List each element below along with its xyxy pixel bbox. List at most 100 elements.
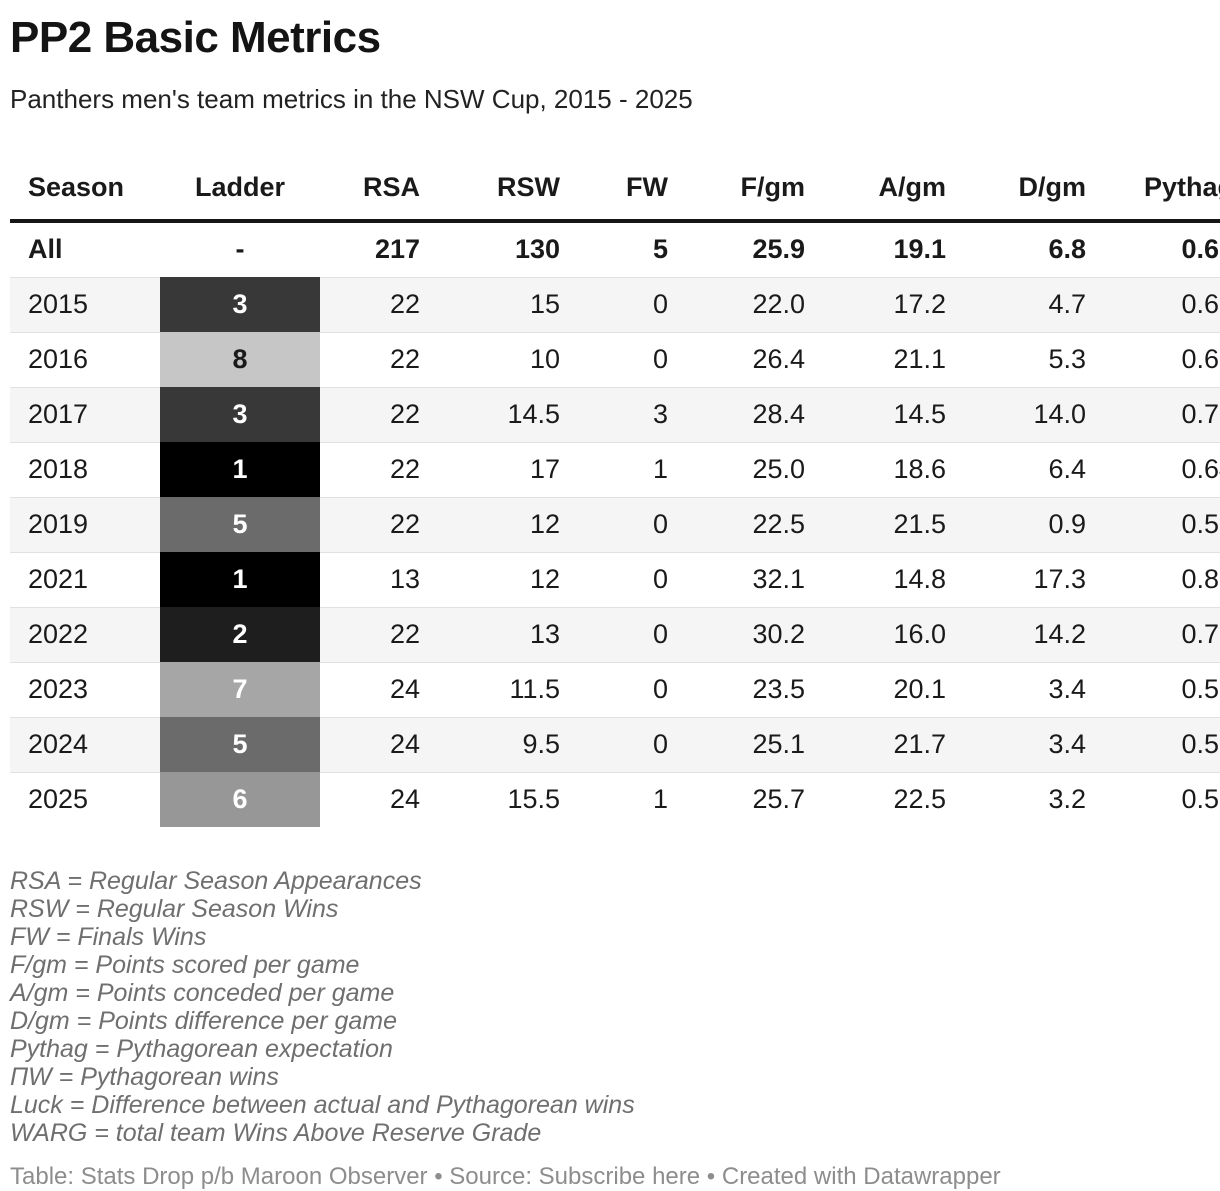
rsw-cell: 9.5 [434,717,574,773]
dgm-cell: 6.8 [960,220,1100,278]
pythag-cell: 0.64 [1100,442,1220,498]
fgm-cell: 25.1 [682,717,819,773]
pythag-cell: 0.52 [1100,497,1220,553]
dgm-cell: 3.4 [960,662,1100,718]
table-row-2025: 2025 6 24 15.5 1 25.7 22.5 3.2 0.57 [10,772,1220,827]
rsw-cell: 10 [434,332,574,388]
table-row-2024: 2024 5 24 9.5 0 25.1 21.7 3.4 0.57 [10,717,1220,773]
table-row-2016: 2016 8 22 10 0 26.4 21.1 5.3 0.61 [10,332,1220,388]
agm-cell: 16.0 [819,607,960,663]
rsw-cell: 13 [434,607,574,663]
season-cell: 2024 [10,717,160,773]
season-cell: 2015 [10,277,160,333]
pythag-cell: 0.65 [1100,220,1220,278]
fgm-cell: 26.4 [682,332,819,388]
fgm-cell: 30.2 [682,607,819,663]
table-row-2018: 2018 1 22 17 1 25.0 18.6 6.4 0.64 [10,442,1220,498]
table-row-2021: 2021 1 13 12 0 32.1 14.8 17.3 0.82 [10,552,1220,608]
column-header-rsa: RSA [320,159,434,223]
fw-cell: 3 [574,387,682,443]
rsa-cell: 13 [320,552,434,608]
column-header-season: Season [10,159,160,223]
rsa-cell: 22 [320,332,434,388]
fgm-cell: 25.9 [682,220,819,278]
rsa-cell: 217 [320,220,434,278]
agm-cell: 17.2 [819,277,960,333]
rsw-cell: 15.5 [507,784,560,815]
dgm-cell: 6.4 [960,442,1100,498]
rsa-cell: 24 [389,784,420,815]
rsa-cell: 22 [320,387,434,443]
season-cell: 2025 [28,784,89,815]
rsw-cell: 17 [434,442,574,498]
ladder-rank-cell: 1 [160,552,320,608]
table-row-all: All - 217 130 5 25.9 19.1 6.8 0.65 [10,220,1220,278]
table-row-2015: 2015 3 22 15 0 22.0 17.2 4.7 0.62 [10,277,1220,333]
footnote-agm: A/gm = Points conceded per game [10,978,395,1007]
footnote-pythag: Pythag = Pythagorean expectation [10,1034,393,1063]
rsw-cell: 15 [434,277,574,333]
season-cell: 2019 [10,497,160,553]
rsa-cell: 22 [320,497,434,553]
rsa-cell: 22 [320,607,434,663]
fw-cell: 0 [574,332,682,388]
column-header-agm: A/gm [819,159,960,223]
rsa-cell: 22 [320,442,434,498]
rsa-cell: 24 [320,662,434,718]
pythag-cell: 0.79 [1100,387,1220,443]
season-cell: 2016 [10,332,160,388]
rsw-cell: 12 [434,497,574,553]
fgm-cell: 22.5 [682,497,819,553]
fgm-cell: 32.1 [682,552,819,608]
footnote-fw: FW = Finals Wins [10,922,207,951]
ladder-rank-cell: 1 [160,442,320,498]
table-row-2023: 2023 7 24 11.5 0 23.5 20.1 3.4 0.58 [10,662,1220,718]
rsa-cell: 24 [320,717,434,773]
bullet-separator: • [706,1162,716,1190]
header-row: Season Ladder RSA RSW FW F/gm A/gm D/gm … [10,159,1220,223]
attribution: Table: Stats Drop p/b Maroon Observer • … [10,1163,1220,1191]
pythag-cell: 0.62 [1100,277,1220,333]
source-link[interactable]: Subscribe here [538,1162,701,1190]
table-row-2017: 2017 3 22 14.5 3 28.4 14.5 14.0 0.79 [10,387,1220,443]
pythag-cell: 0.57 [1181,784,1220,815]
pythag-cell: 0.61 [1100,332,1220,388]
fw-cell: 5 [574,220,682,278]
agm-cell: 14.8 [819,552,960,608]
agm-cell: 21.7 [819,717,960,773]
dgm-cell: 0.9 [960,497,1100,553]
dgm-cell: 14.2 [960,607,1100,663]
rsw-cell: 130 [434,220,574,278]
dgm-cell: 14.0 [960,387,1100,443]
table-credit: Table: Stats Drop p/b Maroon Observer [10,1162,428,1190]
column-header-fw: FW [574,159,682,223]
table-row-2022: 2022 2 22 13 0 30.2 16.0 14.2 0.78 [10,607,1220,663]
season-cell: 2023 [10,662,160,718]
column-header-fgm: F/gm [682,159,819,223]
fw-cell: 0 [574,717,682,773]
fw-cell: 0 [574,497,682,553]
fw-cell: 0 [574,662,682,718]
pythag-cell: 0.57 [1100,717,1220,773]
agm-cell: 22.5 [893,784,946,815]
table-row-2019: 2019 5 22 12 0 22.5 21.5 0.9 0.52 [10,497,1220,553]
column-header-pythag: Pythag [1100,159,1220,223]
dgm-cell: 5.3 [960,332,1100,388]
rsa-cell: 22 [320,277,434,333]
bullet-separator: • [434,1162,443,1190]
dgm-cell: 17.3 [960,552,1100,608]
ladder-rank-cell: - [235,234,245,265]
ladder-rank-cell: 6 [160,772,320,827]
footnote-piw: ΠW = Pythagorean wins [10,1062,279,1091]
page-title: PP2 Basic Metrics [10,13,381,62]
page-subtitle: Panthers men's team metrics in the NSW C… [10,84,693,115]
footnotes-block: RSA = Regular Season Appearances RSW = R… [10,867,1220,1147]
agm-cell: 21.5 [819,497,960,553]
dgm-cell: 4.7 [960,277,1100,333]
fgm-cell: 25.0 [682,442,819,498]
season-cell: All [10,220,160,278]
pythag-cell: 0.58 [1100,662,1220,718]
pythag-cell: 0.82 [1100,552,1220,608]
fw-cell: 0 [574,277,682,333]
season-cell: 2022 [10,607,160,663]
